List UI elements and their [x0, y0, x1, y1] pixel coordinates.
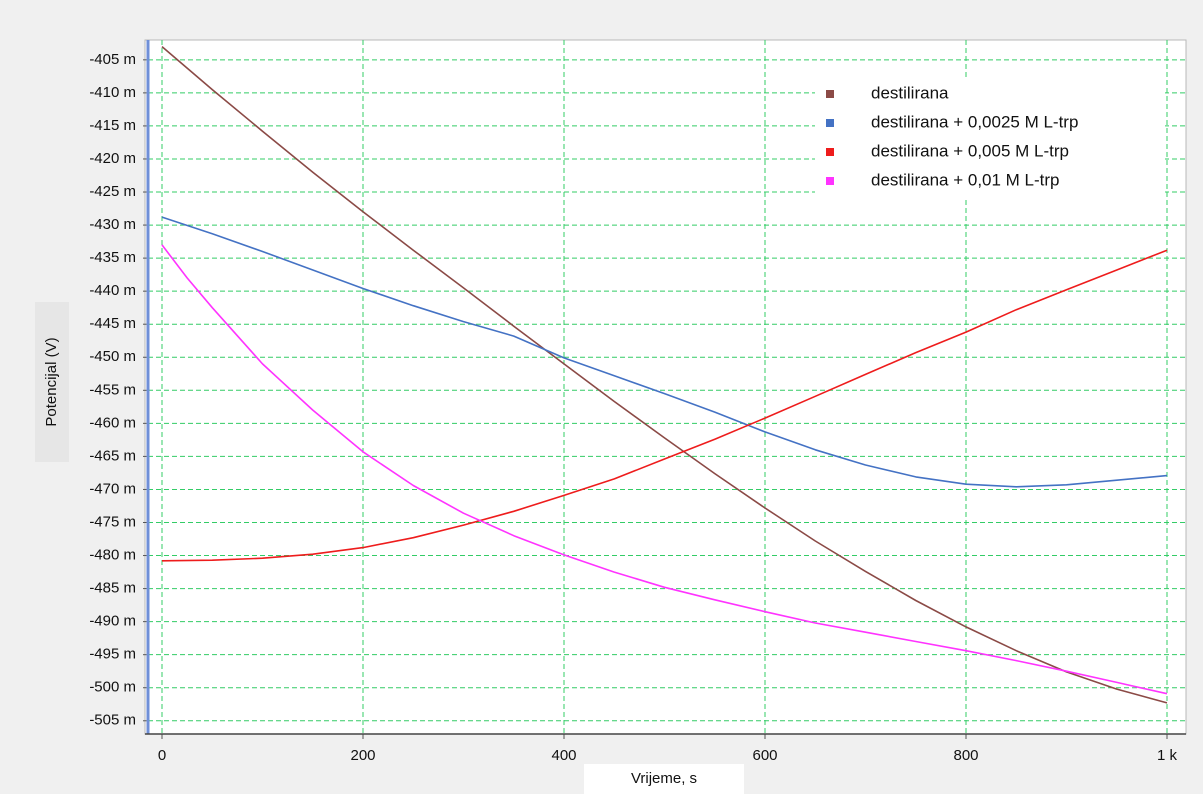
- y-tick-label: -490 m: [89, 613, 136, 630]
- series-line-4: [161, 244, 1168, 695]
- x-tick-label: 200: [350, 747, 375, 764]
- y-tick-label: -415 m: [89, 117, 136, 134]
- y-tick-label: -500 m: [89, 679, 136, 696]
- y-tick-label: -470 m: [89, 480, 136, 497]
- y-tick-label: -435 m: [89, 249, 136, 266]
- y-tick-label: -460 m: [89, 414, 136, 431]
- x-tick-label: 800: [953, 747, 978, 764]
- series-line-3: [161, 249, 1168, 562]
- legend: destilirana destilirana + 0,0025 M L-trp d…: [826, 83, 1078, 189]
- y-tick-label: -420 m: [89, 150, 136, 167]
- grid-lines: [143, 40, 1186, 739]
- y-tick-label: -450 m: [89, 348, 136, 365]
- x-tick-label: 400: [551, 747, 576, 764]
- y-tick-label: -430 m: [89, 216, 136, 233]
- y-tick-label: -410 m: [89, 84, 136, 101]
- y-axis-title-box: [35, 302, 69, 462]
- legend-label: destilirana: [871, 83, 949, 102]
- y-tick-label: -405 m: [89, 51, 136, 68]
- x-axis-title-box: [584, 764, 744, 794]
- legend-swatch: [826, 148, 834, 156]
- tick-labels: -405 m -410 m -415 m -420 m -425 m -430 m -435…: [89, 51, 1177, 764]
- legend-swatch: [826, 119, 834, 127]
- series-line-1: [161, 45, 1168, 704]
- y-tick-label: -445 m: [89, 315, 136, 332]
- y-tick-label: -465 m: [89, 447, 136, 464]
- y-tick-label: -485 m: [89, 580, 136, 597]
- legend-label: destilirana + 0,0025 M L-trp: [871, 112, 1078, 131]
- legend-box: [815, 78, 1165, 198]
- y-tick-label: -425 m: [89, 183, 136, 200]
- x-tick-label: 1 k: [1157, 747, 1178, 764]
- x-axis-title: Vrijeme, s: [631, 770, 697, 787]
- legend-label: destilirana + 0,005 M L-trp: [871, 141, 1069, 160]
- legend-swatch: [826, 177, 834, 185]
- series-layer: [161, 45, 1168, 704]
- x-tick-label: 0: [158, 747, 166, 764]
- y-tick-label: -505 m: [89, 712, 136, 729]
- y-tick-label: -480 m: [89, 547, 136, 564]
- legend-label: destilirana + 0,01 M L-trp: [871, 170, 1060, 189]
- y-tick-label: -440 m: [89, 282, 136, 299]
- series-line-2: [161, 216, 1168, 488]
- y-axis-title: Potencijal (V): [43, 337, 60, 426]
- y-tick-label: -495 m: [89, 646, 136, 663]
- x-tick-label: 600: [752, 747, 777, 764]
- y-tick-label: -455 m: [89, 381, 136, 398]
- legend-swatch: [826, 90, 834, 98]
- y-tick-label: -475 m: [89, 513, 136, 530]
